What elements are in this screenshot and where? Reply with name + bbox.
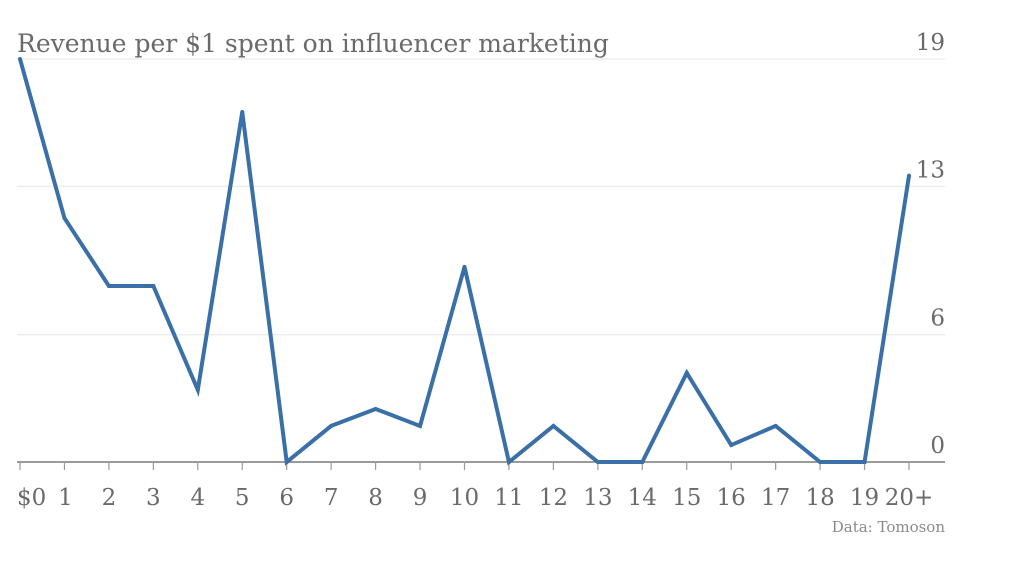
data-point <box>551 423 556 428</box>
x-tick-label: 13 <box>583 485 612 511</box>
data-point <box>62 216 67 221</box>
data-point <box>907 173 911 178</box>
chart-title: Revenue per $1 spent on influencer marke… <box>17 29 609 58</box>
x-tick-label: 17 <box>761 485 790 511</box>
data-points <box>18 57 911 464</box>
data-point <box>684 370 689 375</box>
x-tick-label: 9 <box>413 485 428 511</box>
x-tick-label: 19 <box>850 485 879 511</box>
data-point <box>151 283 156 288</box>
x-axis-ticks: $0 1 2 3 4 5 6 7 8 9 10 11 12 13 14 15 16 17 18 19 20+ <box>17 462 933 511</box>
data-point <box>862 460 867 464</box>
y-tick-label: 13 <box>916 157 945 183</box>
x-tick-label: 12 <box>539 485 568 511</box>
data-point <box>773 423 778 428</box>
x-tick-label: 6 <box>279 485 294 511</box>
x-tick-label: 10 <box>450 485 479 511</box>
data-point <box>818 460 823 464</box>
x-tick-label: 2 <box>102 485 117 511</box>
data-point <box>18 57 22 61</box>
data-point <box>595 460 600 464</box>
x-tick-label: 8 <box>368 485 383 511</box>
y-tick-label: 6 <box>930 306 945 332</box>
data-point <box>729 443 734 448</box>
chart-source: Data: Tomoson <box>832 518 946 536</box>
x-tick-label: 4 <box>190 485 205 511</box>
x-tick-label: 1 <box>58 485 73 511</box>
data-point <box>195 387 200 392</box>
data-point <box>329 423 334 428</box>
x-tick-label: 20+ <box>885 485 934 511</box>
y-tick-label: 19 <box>916 30 945 56</box>
x-tick-label: 16 <box>717 485 746 511</box>
x-tick-label: 18 <box>805 485 834 511</box>
data-point <box>373 406 378 411</box>
x-tick-label: $0 <box>17 485 46 511</box>
data-point <box>462 264 467 269</box>
y-axis-ticks: 0 6 13 19 <box>916 30 945 459</box>
x-tick-label: 14 <box>628 485 657 511</box>
x-tick-label: 15 <box>672 485 701 511</box>
series-line <box>18 58 911 466</box>
data-point <box>284 460 289 464</box>
data-point <box>640 460 645 464</box>
x-tick-label: 11 <box>494 485 523 511</box>
data-point <box>506 460 511 464</box>
x-tick-label: 7 <box>324 485 339 511</box>
data-point <box>240 110 245 115</box>
x-tick-label: 5 <box>235 485 250 511</box>
x-tick-label: 3 <box>146 485 161 511</box>
data-point <box>418 423 423 428</box>
y-tick-label: 0 <box>930 433 945 459</box>
data-point <box>106 283 111 288</box>
